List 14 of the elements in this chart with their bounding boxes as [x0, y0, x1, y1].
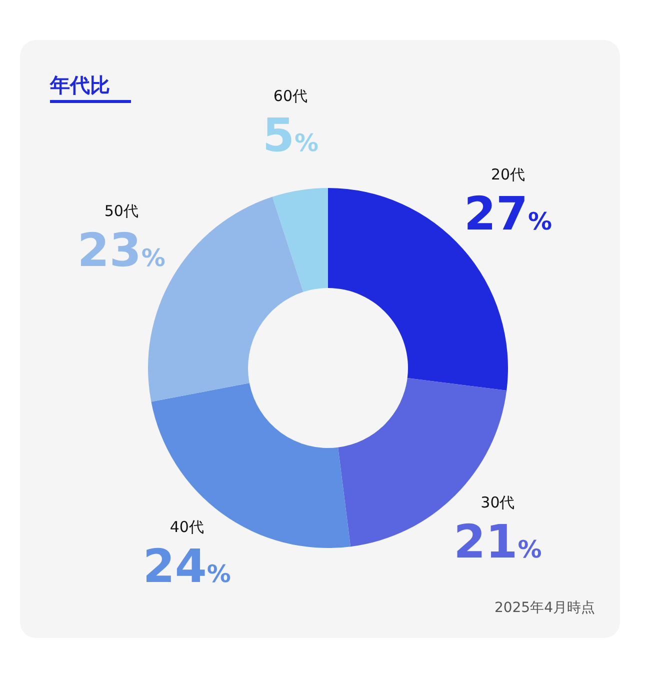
slice-label: 30代	[480, 494, 515, 512]
data-label: 23%	[77, 222, 166, 277]
slice-label: 50代	[104, 202, 138, 220]
data-label: 24%	[142, 539, 231, 594]
slice-label: 40代	[170, 518, 204, 536]
data-label: 27%	[464, 186, 552, 240]
slice-label: 60代	[273, 86, 308, 105]
data-label: 5%	[262, 108, 318, 162]
data-label: 21%	[454, 514, 542, 569]
slice-label: 20代	[490, 165, 526, 184]
chart-title: 年代比	[49, 73, 110, 97]
donut-slice	[151, 382, 351, 548]
text: 2025年4月時点	[494, 600, 595, 616]
donut-slice	[272, 188, 328, 292]
